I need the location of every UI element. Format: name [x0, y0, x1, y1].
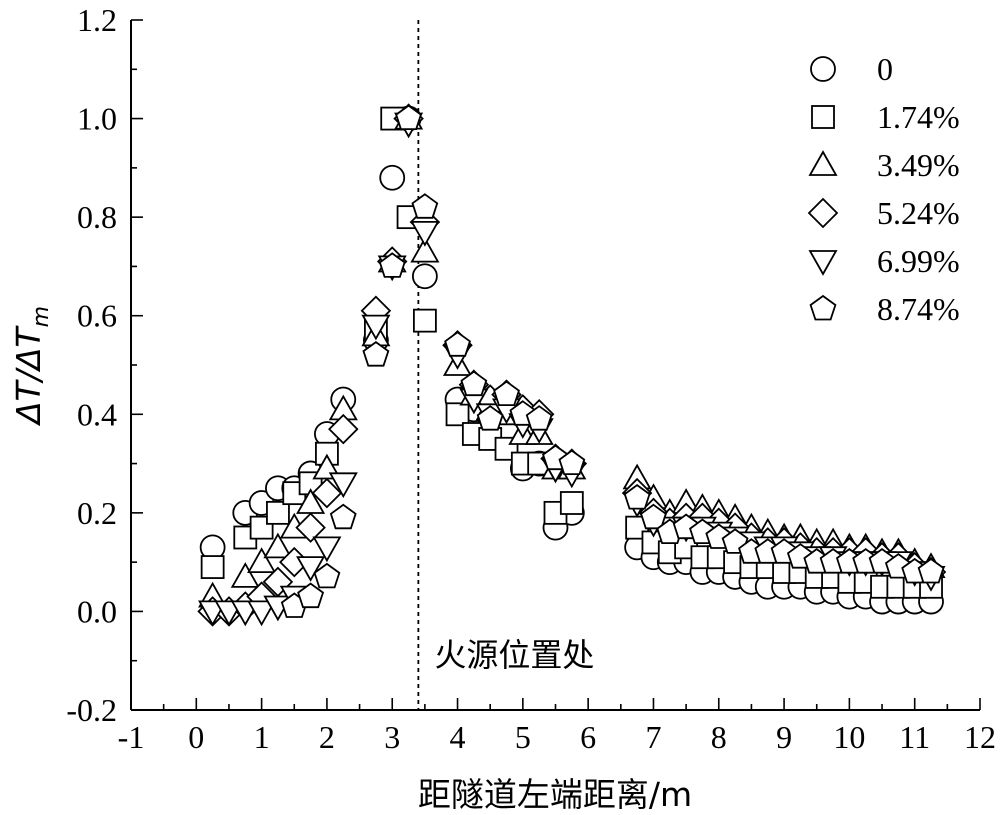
data-point-square	[412, 308, 437, 333]
data-point-pentagon	[362, 340, 390, 367]
data-point-square	[200, 555, 225, 579]
data-point-pentagon	[558, 449, 586, 476]
data-point-triangle-down	[328, 472, 358, 499]
x-tick-label: 9	[776, 719, 792, 755]
x-axis-title: 距隧道左端距离/m	[418, 775, 692, 814]
y-tick-label: -0.2	[66, 692, 117, 728]
data-point-pentagon	[297, 582, 325, 609]
data-point-pentagon	[329, 503, 357, 530]
data-point-triangle-down	[361, 314, 391, 341]
x-tick-label: 7	[645, 719, 661, 755]
legend-marker-diamond	[807, 197, 839, 229]
legend-marker-triangle-up	[808, 150, 838, 176]
data-point-pentagon	[411, 193, 439, 219]
data-point-square	[445, 402, 470, 427]
data-point-square	[559, 491, 584, 515]
x-tick-label: 5	[515, 719, 531, 755]
y-tick-label: 0.0	[77, 593, 117, 629]
legend-marker-circle	[810, 56, 836, 82]
x-tick-label: 1	[254, 719, 270, 755]
x-tick-label: 2	[319, 719, 335, 755]
data-point-square	[266, 500, 290, 525]
data-point-pentagon	[476, 405, 504, 431]
legend-label: 5.24%	[877, 195, 960, 231]
y-axis-title: ΔT/ΔTm	[9, 306, 54, 427]
data-point-pentagon	[525, 405, 553, 431]
legend-label: 3.49%	[877, 147, 960, 183]
legend-marker-pentagon	[809, 294, 837, 321]
y-tick-label: 0.6	[77, 298, 117, 334]
y-axis-title-main: ΔT/ΔT	[9, 325, 48, 427]
x-tick-label: 8	[711, 719, 727, 755]
data-point-circle	[379, 164, 406, 191]
data-point-triangle-up	[247, 547, 277, 573]
x-tick-label: 6	[580, 719, 596, 755]
x-tick-label: 12	[964, 719, 996, 755]
data-point-triangle-down	[410, 220, 440, 247]
y-tick-label: 1.2	[77, 2, 117, 38]
legend-label: 1.74%	[877, 99, 960, 135]
data-point-pentagon	[313, 562, 341, 589]
data-markers	[197, 103, 947, 627]
data-point-pentagon	[623, 483, 651, 510]
y-tick-label: 1.0	[77, 101, 117, 137]
data-point-triangle-down	[312, 536, 342, 563]
data-point-triangle-down	[247, 600, 277, 627]
data-point-pentagon	[378, 252, 406, 278]
x-tick-label: 4	[450, 719, 466, 755]
y-tick-label: 0.4	[77, 396, 117, 432]
x-tick-label: 0	[188, 719, 204, 755]
data-point-diamond	[295, 512, 326, 543]
x-tick-label: 10	[833, 719, 865, 755]
data-point-triangle-up	[410, 236, 440, 263]
y-tick-label: 0.8	[77, 199, 117, 235]
series-pentagon	[280, 104, 945, 618]
legend: 0 1.74% 3.49% 5.24% 6.99% 8.74%	[807, 51, 960, 327]
data-point-triangle-up	[230, 562, 260, 588]
legend-marker-square	[811, 105, 835, 129]
x-tick-label: 3	[384, 719, 400, 755]
data-point-pentagon	[493, 380, 520, 407]
y-tick-label: 0.2	[77, 495, 117, 531]
reference-line-group: 火源位置处	[417, 20, 594, 710]
data-point-triangle-up	[263, 532, 293, 559]
legend-label: 6.99%	[877, 243, 960, 279]
data-point-pentagon	[460, 370, 488, 397]
legend-label: 8.74%	[877, 291, 960, 327]
legend-label: 0	[877, 51, 893, 87]
series-triangle-down	[198, 112, 946, 627]
data-point-pentagon	[444, 331, 471, 357]
x-tick-label: -1	[118, 719, 145, 755]
y-axis-title-subscript: m	[29, 306, 54, 327]
data-point-diamond	[311, 477, 343, 509]
data-point-diamond	[328, 413, 359, 445]
data-point-pentagon	[395, 104, 422, 131]
x-tick-label: 11	[899, 719, 930, 755]
data-point-circle	[411, 263, 438, 290]
axis-ticks: -1 0 1 2 3 4 5 6 7 8 9 10 11 12-0.20.00.20.40.60.81.0…	[66, 2, 996, 755]
fire-source-label: 火源位置处	[434, 636, 594, 674]
data-point-triangle-down	[296, 556, 326, 582]
legend-marker-triangle-down	[808, 250, 838, 276]
data-point-pentagon	[640, 503, 667, 530]
data-point-pentagon	[917, 557, 945, 584]
